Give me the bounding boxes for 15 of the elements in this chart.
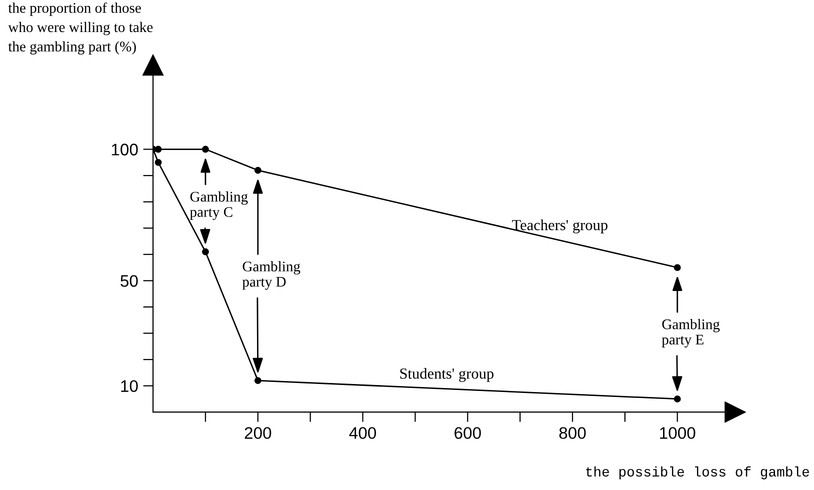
y-tick-label: 10 — [121, 380, 138, 392]
annotation: Gambling party D — [242, 261, 300, 290]
x-tick-label: 800 — [559, 427, 586, 439]
x-tick-label: 600 — [454, 427, 481, 439]
annotation: Gambling party E — [662, 318, 720, 348]
x-tick-label: 1000 — [660, 427, 696, 439]
y-tick-label: 50 — [120, 275, 138, 287]
series-label: Students' group — [400, 368, 494, 382]
y-axis-title: the proportion of those who were willing to take the gambling part (%) — [8, 2, 153, 54]
x-axis-title: the possible loss of gamble — [586, 466, 809, 480]
y-tick-label: 100 — [112, 144, 138, 156]
x-tick-label: 400 — [349, 427, 376, 439]
series-label: Teachers' group — [512, 219, 608, 234]
annotation: Gambling party C — [190, 191, 248, 220]
x-tick-label: 200 — [244, 427, 272, 439]
